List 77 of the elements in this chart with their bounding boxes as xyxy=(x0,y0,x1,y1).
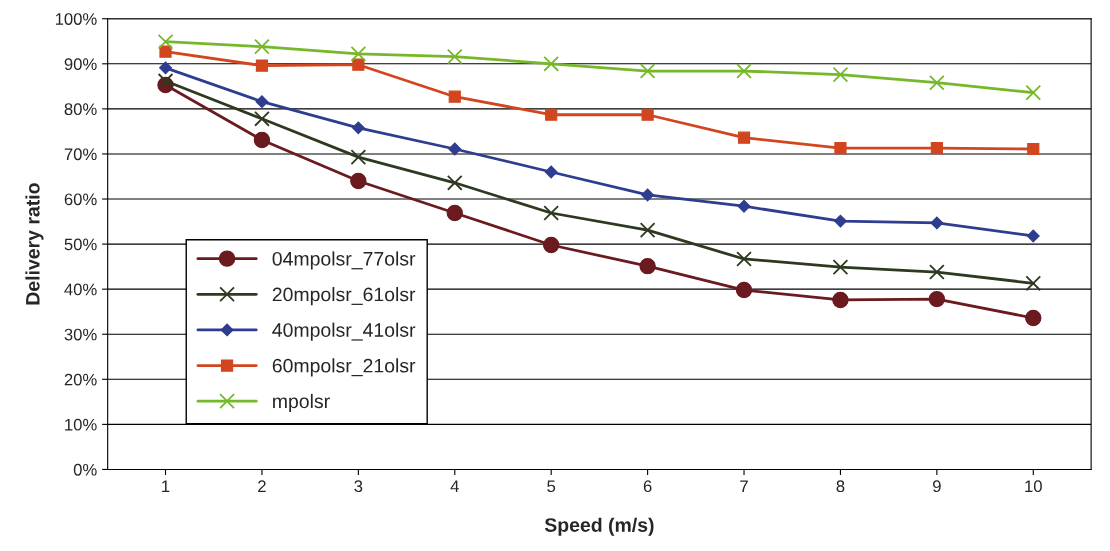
point xyxy=(1025,84,1042,101)
x-tick-label: 8 xyxy=(836,480,845,493)
x-axis-title: Speed (m/s) xyxy=(544,517,654,536)
y-axis-title: Delivery ratio xyxy=(25,183,44,305)
point xyxy=(448,142,462,156)
point xyxy=(834,141,847,155)
y-tick-label: 70% xyxy=(64,148,97,161)
point xyxy=(543,55,560,72)
y-tick-label: 50% xyxy=(64,238,97,251)
point xyxy=(735,281,753,299)
point xyxy=(542,236,560,254)
legend-label: mpolsr xyxy=(273,393,330,413)
point xyxy=(157,73,174,89)
point xyxy=(639,222,656,238)
point xyxy=(352,58,365,71)
point xyxy=(350,149,367,165)
y-tick-label: 80% xyxy=(64,103,97,116)
x-tick-label: 3 xyxy=(354,480,363,493)
point xyxy=(641,188,655,202)
legend-label: 60mpolsr_21olsr xyxy=(272,358,416,377)
point xyxy=(543,205,560,221)
y-tick-label: 20% xyxy=(64,373,97,386)
point xyxy=(253,131,271,149)
point xyxy=(446,204,463,222)
point xyxy=(157,33,174,50)
point xyxy=(1025,309,1042,327)
point xyxy=(1027,142,1040,156)
point xyxy=(639,63,656,79)
point xyxy=(832,291,849,309)
point xyxy=(544,165,558,179)
point xyxy=(255,59,269,72)
x-tick-label: 4 xyxy=(450,480,459,492)
point xyxy=(254,38,270,55)
y-tick-label: 30% xyxy=(64,328,97,341)
point xyxy=(446,174,463,191)
y-tick-label: 0% xyxy=(73,463,97,476)
x-tick-label: 5 xyxy=(547,480,556,493)
point xyxy=(1026,229,1040,243)
point xyxy=(737,199,751,213)
point xyxy=(833,214,847,228)
point xyxy=(929,264,945,280)
y-tick-label: 90% xyxy=(64,58,97,71)
point xyxy=(736,63,752,79)
y-tick-label: 100% xyxy=(55,13,97,25)
point xyxy=(255,95,269,109)
point xyxy=(930,141,943,155)
point xyxy=(930,216,944,230)
x-tick-label: 9 xyxy=(933,480,941,493)
y-tick-label: 40% xyxy=(64,283,97,296)
point xyxy=(929,74,945,91)
point xyxy=(639,257,656,275)
legend-label: 40mpolsr_41olsr xyxy=(272,322,416,341)
point xyxy=(159,61,172,75)
y-tick-label: 10% xyxy=(65,418,97,431)
point xyxy=(736,251,752,267)
point xyxy=(832,259,849,275)
x-tick-label: 1 xyxy=(162,480,170,492)
point xyxy=(350,46,367,62)
point xyxy=(928,290,946,308)
point xyxy=(350,172,367,190)
legend-label: 04mpolsr_77olsr xyxy=(272,251,416,270)
point xyxy=(832,66,849,83)
y-tick-label: 60% xyxy=(64,193,97,206)
point xyxy=(159,45,172,58)
x-tick-label: 10 xyxy=(1025,480,1042,493)
x-tick-label: 2 xyxy=(258,480,266,492)
point xyxy=(737,131,751,144)
x-tick-label: 7 xyxy=(740,480,748,492)
point xyxy=(254,110,270,127)
point xyxy=(1025,275,1042,292)
point xyxy=(446,48,463,65)
legend-label: 20mpolsr_61olsr xyxy=(272,287,416,306)
x-tick-label: 6 xyxy=(643,480,652,493)
point xyxy=(641,108,654,121)
point xyxy=(351,121,365,135)
point xyxy=(545,108,558,121)
point xyxy=(448,90,461,103)
